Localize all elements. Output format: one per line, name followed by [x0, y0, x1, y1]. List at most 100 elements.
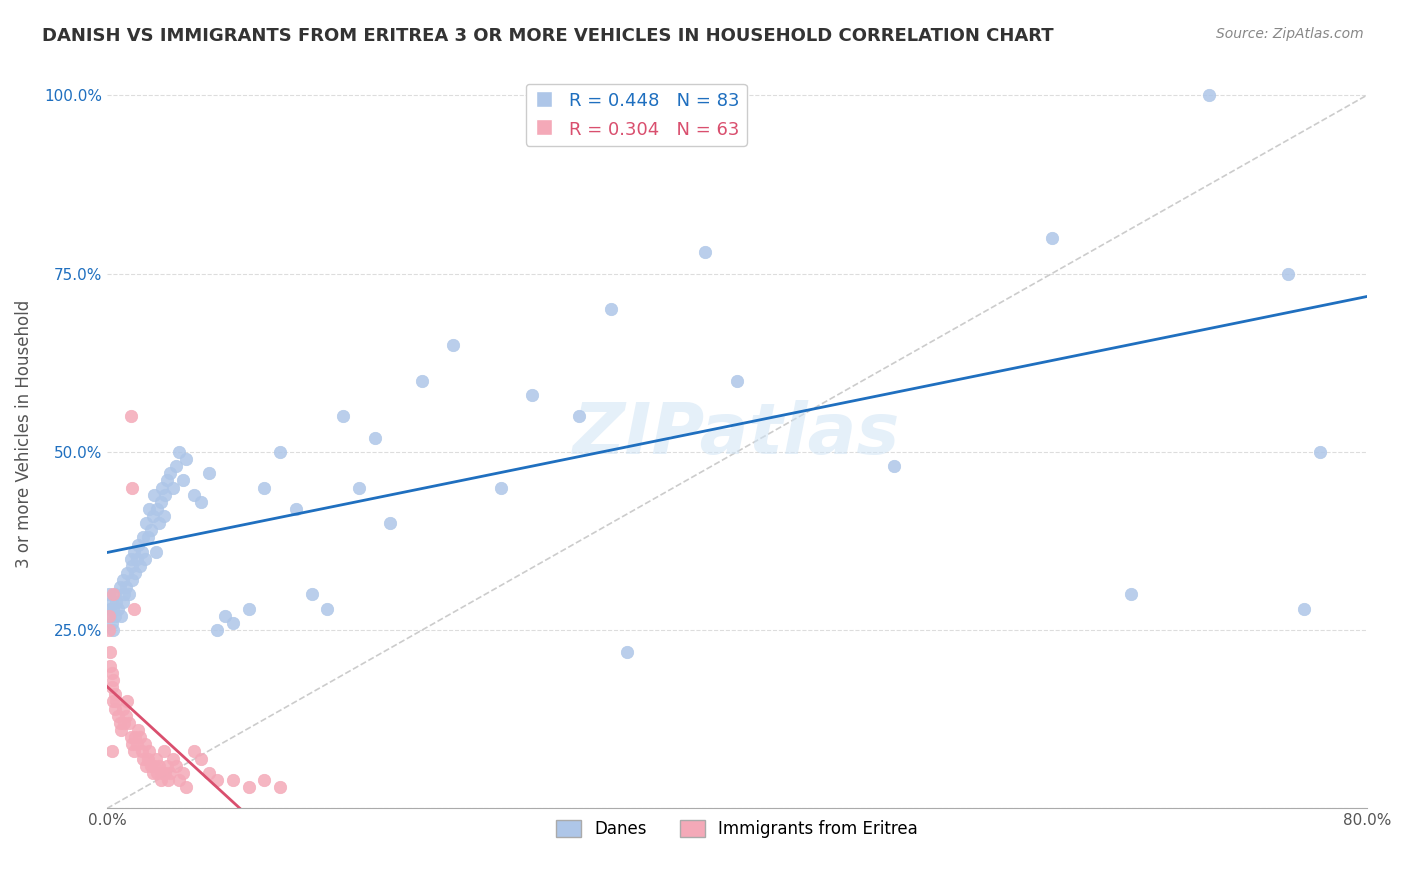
Point [157, 772, 180, 787]
Point [118, 715, 141, 730]
Point [117, 694, 139, 708]
Point [238, 780, 260, 794]
Point [107, 708, 129, 723]
Point [1292, 601, 1315, 615]
Point [136, 531, 159, 545]
Point [695, 245, 717, 260]
Point [118, 587, 141, 601]
Point [647, 88, 669, 103]
Point [1119, 587, 1142, 601]
Point [284, 502, 307, 516]
Point [149, 495, 172, 509]
Point [172, 474, 194, 488]
Point [347, 481, 370, 495]
Point [131, 544, 153, 558]
Point [165, 459, 187, 474]
Point [143, 758, 166, 772]
Point [125, 737, 148, 751]
Point [169, 445, 191, 459]
Point [152, 509, 174, 524]
Point [100, 744, 122, 758]
Point [143, 488, 166, 502]
Point [190, 495, 212, 509]
Point [1277, 267, 1299, 281]
Point [600, 302, 623, 317]
Point [112, 587, 135, 601]
Point [120, 551, 142, 566]
Point [205, 772, 228, 787]
Point [108, 580, 131, 594]
Point [110, 608, 132, 623]
Point [183, 744, 205, 758]
Point [568, 409, 591, 424]
Point [97, 587, 120, 601]
Point [111, 594, 134, 608]
Point [104, 701, 127, 715]
Point [100, 594, 122, 608]
Point [105, 694, 128, 708]
Point [883, 459, 905, 474]
Point [107, 601, 129, 615]
Point [316, 601, 339, 615]
Point [165, 758, 187, 772]
Point [172, 765, 194, 780]
Point [190, 751, 212, 765]
Point [100, 615, 122, 630]
Point [97, 623, 120, 637]
Point [134, 551, 156, 566]
Point [222, 615, 245, 630]
Point [145, 751, 167, 765]
Point [149, 772, 172, 787]
Point [148, 758, 170, 772]
Point [332, 409, 354, 424]
Point [148, 516, 170, 531]
Point [139, 524, 162, 538]
Point [122, 544, 145, 558]
Point [108, 715, 131, 730]
Y-axis label: 3 or more Vehicles in Household: 3 or more Vehicles in Household [15, 300, 32, 568]
Point [122, 744, 145, 758]
Point [146, 765, 169, 780]
Legend: Danes, Immigrants from Eritrea: Danes, Immigrants from Eritrea [550, 814, 925, 845]
Point [111, 573, 134, 587]
Point [198, 467, 221, 481]
Point [132, 531, 155, 545]
Point [135, 516, 157, 531]
Text: DANISH VS IMMIGRANTS FROM ERITREA 3 OR MORE VEHICLES IN HOUSEHOLD CORRELATION CH: DANISH VS IMMIGRANTS FROM ERITREA 3 OR M… [42, 27, 1054, 45]
Point [162, 751, 184, 765]
Text: Source: ZipAtlas.com: Source: ZipAtlas.com [1216, 27, 1364, 41]
Point [121, 573, 143, 587]
Point [100, 680, 122, 694]
Point [152, 744, 174, 758]
Point [520, 388, 543, 402]
Point [103, 601, 125, 615]
Point [120, 409, 142, 424]
Point [136, 751, 159, 765]
Point [162, 481, 184, 495]
Point [117, 566, 139, 580]
Point [127, 537, 149, 551]
Point [103, 673, 125, 687]
Point [725, 374, 748, 388]
Point [1040, 231, 1063, 245]
Point [156, 474, 179, 488]
Point [122, 601, 145, 615]
Point [169, 772, 191, 787]
Point [115, 580, 138, 594]
Point [156, 758, 179, 772]
Point [489, 481, 512, 495]
Point [121, 737, 143, 751]
Point [145, 544, 167, 558]
Point [198, 765, 221, 780]
Point [269, 445, 291, 459]
Point [205, 623, 228, 637]
Point [183, 488, 205, 502]
Point [124, 566, 146, 580]
Point [174, 452, 197, 467]
Point [131, 744, 153, 758]
Point [150, 481, 173, 495]
Point [112, 715, 135, 730]
Point [124, 730, 146, 744]
Point [104, 608, 127, 623]
Point [269, 780, 291, 794]
